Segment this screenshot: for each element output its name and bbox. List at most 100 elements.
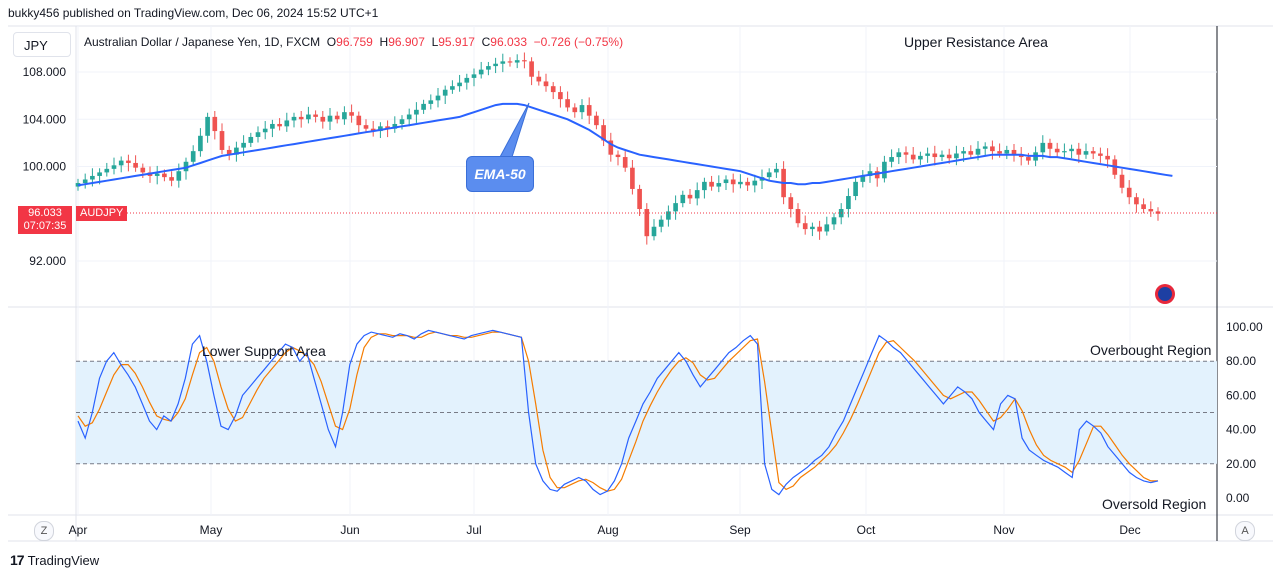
last-price-tag: 96.033 07:07:35 (18, 206, 72, 234)
candle-body (1148, 209, 1154, 212)
price-tick-label: 92.000 (29, 254, 66, 268)
candle-body (543, 81, 549, 87)
candle-body (140, 167, 146, 173)
candle-body (550, 86, 556, 93)
candle-body (817, 226, 822, 232)
symbol-legend: Australian Dollar / Japanese Yen, 1D, FX… (84, 35, 623, 49)
candle-body (1126, 187, 1132, 198)
candle-body (766, 172, 772, 178)
zoom-button[interactable]: Z (34, 521, 54, 541)
time-tick-label: Dec (1119, 523, 1140, 537)
candle-body (824, 224, 830, 232)
candle-body (716, 183, 722, 187)
candle-body (594, 115, 599, 126)
candle-body (313, 114, 318, 117)
candle-body (126, 160, 131, 163)
time-tick-label: Aug (597, 523, 618, 537)
candle-body (939, 154, 945, 158)
oversold-label: Oversold Region (1102, 496, 1207, 512)
australia-flag-icon (1155, 284, 1175, 304)
candle-body (277, 123, 282, 127)
candle-body (694, 190, 700, 199)
time-tick-label: Jun (340, 523, 359, 537)
candle-body (464, 77, 470, 83)
stoch-d-line (77, 331, 1158, 492)
stoch-tick-label: 80.00 (1226, 354, 1256, 368)
candle-body (450, 86, 455, 90)
candle-body (378, 126, 383, 132)
close-label: C (481, 35, 491, 49)
candle-body (111, 165, 117, 169)
candle-body (1155, 211, 1161, 214)
auto-scale-button[interactable]: A (1235, 521, 1255, 541)
candle-body (205, 116, 210, 136)
upper-resistance-label: Upper Resistance Area (904, 34, 1048, 50)
candle-body (226, 149, 232, 155)
candle-body (514, 60, 520, 63)
candle-body (176, 171, 182, 181)
candle-body (802, 223, 808, 230)
candle-body (615, 154, 621, 158)
high-value: 96.907 (388, 35, 425, 49)
stoch-axis: 100.00 80.00 60.00 40.00 20.00 0.00 (1226, 320, 1263, 505)
candles (75, 52, 1161, 245)
candle-body (241, 142, 246, 148)
candle-body (500, 61, 506, 64)
candle-body (572, 107, 578, 113)
candle-body (860, 175, 866, 182)
candle-body (248, 136, 254, 143)
time-tick-label: Oct (857, 523, 876, 537)
stochastic-lines (77, 329, 1159, 496)
candle-body (990, 146, 995, 152)
candle-body (867, 171, 873, 176)
candle-body (493, 63, 498, 67)
candle-body (630, 167, 635, 189)
tradingview-logo[interactable]: 17 TradingView (10, 552, 99, 568)
low-label: L (431, 35, 439, 49)
candle-body (774, 168, 779, 173)
candle-body (428, 100, 434, 104)
candle-body (997, 151, 1002, 154)
publisher-line: bukky456 published on TradingView.com, D… (8, 6, 379, 20)
candle-body (687, 194, 693, 199)
symbol-name: Australian Dollar / Japanese Yen, 1D, FX… (84, 35, 321, 49)
time-axis: Apr May Jun Jul Aug Sep Oct Nov Dec (69, 523, 1141, 537)
stoch-tick-label: 100.00 (1226, 320, 1263, 334)
candle-body (334, 115, 340, 120)
currency-button[interactable]: JPY (13, 32, 71, 57)
candle-body (831, 217, 837, 225)
candle-body (370, 128, 376, 132)
candle-body (1083, 151, 1089, 155)
candle-body (1026, 157, 1031, 161)
candle-body (651, 226, 657, 237)
candle-body (486, 66, 491, 70)
bar-countdown: 07:07:35 (23, 220, 67, 232)
candle-body (183, 161, 189, 172)
candle-body (1018, 154, 1024, 158)
stoch-tick-label: 40.00 (1226, 423, 1256, 437)
candle-body (1054, 148, 1060, 153)
open-label: O (326, 35, 337, 49)
candle-body (284, 120, 290, 127)
candle-body (97, 172, 102, 176)
candle-body (946, 154, 952, 159)
candle-body (385, 126, 390, 129)
candle-body (342, 112, 347, 120)
candle-body (637, 188, 642, 210)
candle-body (853, 181, 858, 197)
candle-body (262, 128, 268, 133)
candle-body (608, 140, 614, 155)
candle-body (925, 153, 930, 156)
candle-body (414, 109, 419, 115)
candle-body (1004, 149, 1010, 154)
candle-body (522, 60, 527, 62)
candle-body (738, 181, 743, 185)
ema-callout: EMA-50 (466, 156, 534, 192)
candle-body (968, 151, 974, 155)
candle-body (982, 146, 988, 149)
candle-body (918, 155, 923, 160)
candle-body (478, 69, 484, 75)
candle-body (1134, 197, 1139, 205)
candle-body (406, 114, 412, 120)
candle-body (910, 154, 916, 160)
